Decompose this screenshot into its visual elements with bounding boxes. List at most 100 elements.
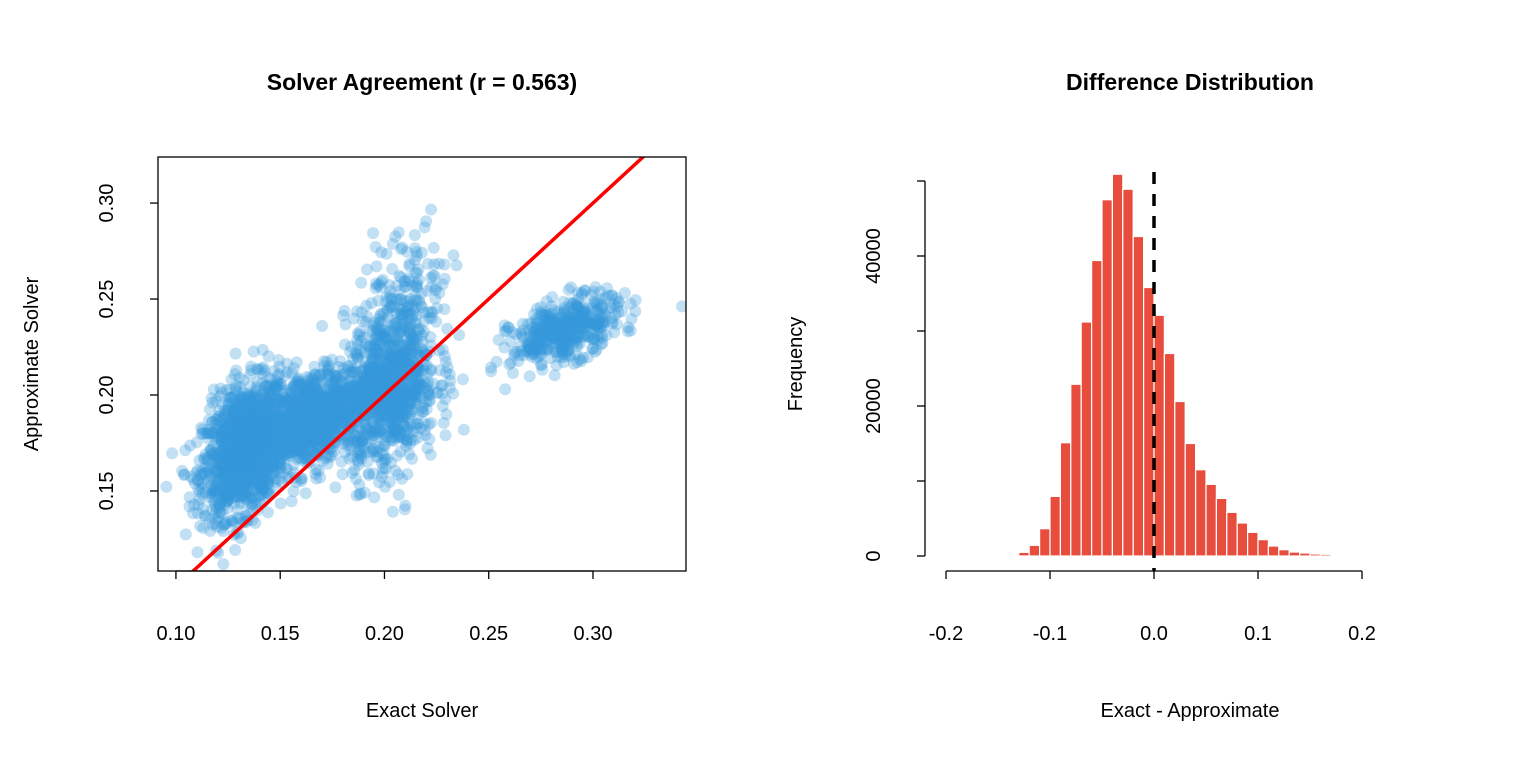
scatter-point [320,392,332,405]
x-tick-label: 0.0 [1140,623,1168,645]
scatter-point [271,436,284,449]
scatter-point [230,468,243,481]
scatter-point [408,418,421,431]
scatter-point [222,453,234,466]
scatter-point [250,463,262,476]
scatter-point [252,403,264,415]
scatter-point [220,410,232,423]
scatter-point [221,476,234,489]
scatter-point [256,462,269,474]
scatter-point [286,406,299,419]
scatter-point [242,438,255,451]
scatter-point [232,429,245,442]
scatter-point [311,383,323,396]
scatter-point [217,428,229,441]
scatter-point [316,403,329,416]
scatter-point [235,460,247,473]
scatter-point [208,447,221,459]
scatter-point [272,380,285,393]
scatter-point [245,423,258,436]
scatter-point [253,481,266,494]
scatter-point [221,470,234,483]
scatter-point [227,449,240,462]
scatter-point [218,466,231,479]
scatter-point [212,424,225,437]
scatter-point [241,449,254,462]
scatter-point [343,452,356,465]
scatter-point [253,424,266,437]
scatter-point [220,466,233,479]
scatter-point [343,385,356,398]
scatter-point [298,431,311,444]
scatter-point [386,505,399,518]
scatter-point [243,469,256,482]
scatter-point [231,503,244,516]
scatter-point [239,477,252,490]
scatter-point [240,447,253,460]
scatter-point [265,421,278,434]
scatter-point [319,421,332,434]
scatter-point [305,411,318,424]
scatter-point [347,384,360,397]
scatter-point [236,405,249,418]
scatter-point [236,461,249,474]
scatter-point [221,449,234,462]
scatter-point [418,221,431,234]
scatter-point [321,398,334,411]
scatter-point [249,446,262,459]
scatter-point [227,407,240,419]
scatter-point [528,326,540,339]
scatter-point [356,435,369,448]
scatter-point [223,434,236,447]
scatter-point [226,461,239,474]
scatter-point [283,408,296,421]
scatter-point [317,390,330,403]
scatter-point [252,424,265,436]
scatter-point [269,449,282,462]
scatter-point [264,437,277,450]
scatter-point [214,499,226,512]
scatter-point [291,452,304,465]
scatter-point [255,445,268,458]
scatter-point [219,517,232,530]
scatter-point [243,464,256,477]
scatter-point [267,444,279,457]
scatter-point [311,390,324,402]
scatter-point [197,467,210,480]
scatter-point [253,429,266,442]
scatter-point [236,404,249,417]
scatter-point [305,406,318,419]
scatter-point [261,439,274,452]
scatter-point [261,416,274,429]
scatter-point [295,416,308,429]
scatter-point [226,454,239,467]
scatter-point [245,448,258,461]
scatter-point [264,389,277,402]
scatter-point [239,486,252,499]
scatter-point [256,423,269,436]
scatter-point [258,469,271,482]
scatter-point [246,500,259,513]
scatter-point [229,423,242,436]
histogram-bar [1049,495,1061,557]
scatter-point [386,237,399,250]
scatter-point [256,367,269,380]
scatter-point [292,410,305,422]
y-tick-label: 0.30 [96,184,118,223]
scatter-point [230,402,243,415]
histogram-bar [1236,522,1249,557]
scatter-point [326,388,339,401]
scatter-point [230,475,242,487]
scatter-point [368,491,381,504]
scatter-point [231,448,244,461]
scatter-point [296,399,309,412]
histogram-bar [1018,551,1030,557]
scatter-point [412,263,425,276]
scatter-point [242,437,255,450]
scatter-point [262,401,275,414]
scatter-point [236,440,249,453]
scatter-point [300,449,313,462]
scatter-point [246,441,259,454]
scatter-point [239,471,252,484]
scatter-point [331,382,344,395]
